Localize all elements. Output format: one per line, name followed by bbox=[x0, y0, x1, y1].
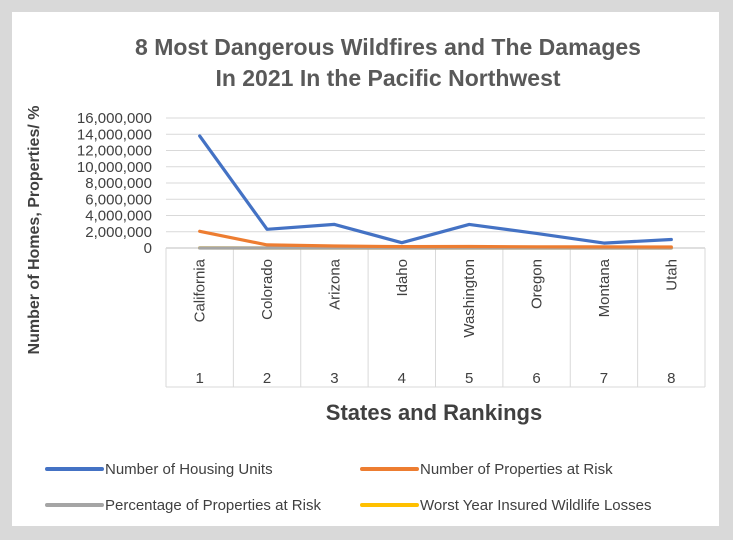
x-category-rank-label: 7 bbox=[600, 370, 608, 387]
y-tick-label: 10,000,000 bbox=[77, 159, 152, 176]
x-category-rank-label: 8 bbox=[667, 370, 675, 387]
x-category-state-label: Utah bbox=[663, 259, 680, 291]
y-tick-label: 16,000,000 bbox=[77, 110, 152, 127]
series-line bbox=[198, 134, 673, 245]
x-category-state-label: Montana bbox=[596, 258, 613, 317]
series-lines bbox=[198, 134, 673, 250]
x-category-state-label: Oregon bbox=[529, 259, 546, 309]
x-category-state-label: Arizona bbox=[326, 258, 343, 310]
series-line bbox=[198, 229, 673, 249]
line-chart: 8 Most Dangerous Wildfires and The Damag… bbox=[26, 34, 706, 514]
y-tick-label: 8,000,000 bbox=[85, 175, 152, 192]
x-category-state-label: Washington bbox=[461, 259, 478, 338]
x-category-rank-label: 4 bbox=[398, 370, 406, 387]
y-tick-label: 6,000,000 bbox=[85, 191, 152, 208]
x-category-rank-label: 3 bbox=[330, 370, 338, 387]
chart-area: 8 Most Dangerous Wildfires and The Damag… bbox=[12, 12, 719, 526]
y-tick-label: 2,000,000 bbox=[85, 224, 152, 241]
y-tick-label: 0 bbox=[144, 240, 152, 257]
x-category-rank-label: 5 bbox=[465, 370, 473, 387]
x-axis-title: States and Rankings bbox=[326, 400, 542, 425]
x-tick-labels: California 1 Colorado 2 Arizona 3 Idaho 4 Washin… bbox=[192, 258, 681, 387]
y-tick-label: 14,000,000 bbox=[77, 126, 152, 143]
x-category-state-label: Idaho bbox=[394, 259, 411, 297]
legend-label: Percentage of Properties at Risk bbox=[105, 497, 321, 514]
chart-title-line-2: In 2021 In the Pacific Northwest bbox=[215, 65, 560, 91]
x-category-rank-label: 1 bbox=[196, 370, 204, 387]
x-category-rank-label: 2 bbox=[263, 370, 271, 387]
x-category-rank-label: 6 bbox=[532, 370, 540, 387]
x-category-state-label: Colorado bbox=[259, 259, 276, 320]
legend-label: Number of Properties at Risk bbox=[420, 461, 613, 478]
chart-title-line-1: 8 Most Dangerous Wildfires and The Damag… bbox=[135, 34, 641, 60]
legend-label: Worst Year Insured Wildlife Losses bbox=[420, 497, 652, 514]
category-grid bbox=[165, 248, 706, 388]
y-tick-labels: 02,000,0004,000,0006,000,0008,000,00010,… bbox=[77, 110, 152, 257]
legend-label: Number of Housing Units bbox=[105, 461, 273, 478]
gridlines bbox=[166, 117, 705, 249]
y-tick-label: 12,000,000 bbox=[77, 143, 152, 160]
y-tick-label: 4,000,000 bbox=[85, 208, 152, 225]
x-category-state-label: California bbox=[192, 258, 209, 322]
legend: Number of Housing Units Number of Propert… bbox=[45, 461, 652, 514]
y-axis-title: Number of Homes, Properties/ % bbox=[26, 106, 43, 355]
